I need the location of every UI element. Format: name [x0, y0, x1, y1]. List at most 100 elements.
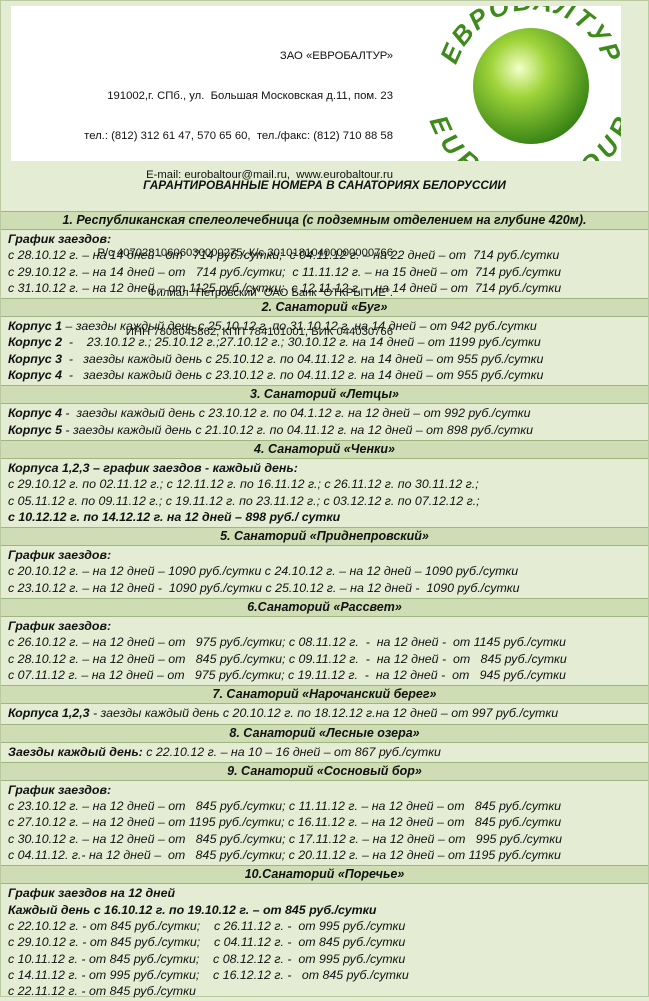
bank-line: ИНН 7808045862, КПП 784101001, БИК 04403… [125, 326, 393, 339]
schedule-line: с 28.10.12 г. – на 12 дней – от 845 руб.… [8, 651, 648, 667]
line-text: - 23.10.12 г.; 25.10.12 г.;27.10.12 г.; … [61, 335, 541, 350]
line-text: с 20.10.12 г. – на 12 дней – 1090 руб./с… [8, 564, 519, 579]
section: 7. Санаторий «Нарочанский берег» Корпуса … [1, 685, 648, 723]
line-text: - заезды каждый день с 25.10.12 г. по 04… [61, 351, 544, 366]
email-line: E-mail: eurobaltour@mail.ru, www.eurobal… [146, 169, 393, 182]
line-text: с 29.10.12 г. – на 14 дней – от 714 руб.… [8, 264, 562, 279]
section-heading: 1. Республиканская спелеолечебница (с по… [1, 211, 648, 230]
schedule-line: с 27.10.12 г. – на 12 дней – от 1195 руб… [8, 814, 648, 830]
schedule-line: с 04.11.12. г.- на 12 дней – от 845 руб.… [8, 847, 648, 863]
schedule-line: График заездов на 12 дней [8, 885, 648, 901]
line-text: с 22.11.12 г. - от 845 руб./сутки [8, 984, 196, 999]
schedule-line: Корпуса 1,2,3 - заезды каждый день с 20.… [8, 705, 648, 721]
line-text: - заезды каждый день с 21.10.12 г. по 04… [61, 422, 534, 437]
line-text: - заезды каждый день с 20.10.12 г. по 18… [89, 706, 559, 721]
line-text: – заезды каждый день с 25.10.12 г. по 31… [61, 319, 537, 334]
schedule-line: Корпус 3 - заезды каждый день с 25.10.12… [8, 351, 648, 367]
bold-label: Корпус 5 [8, 422, 62, 437]
schedule-line: с 14.11.12 г. - от 995 руб./сутки; с 16.… [8, 967, 648, 983]
schedule-line: График заездов: [8, 231, 648, 247]
section-heading: 7. Санаторий «Нарочанский берег» [1, 685, 648, 705]
line-text: с 31.10.12 г. – на 12 дней – от 1125 руб… [8, 280, 562, 295]
schedule-line: с 30.10.12 г. – на 12 дней – от 845 руб.… [8, 831, 648, 847]
schedule-line: График заездов: [8, 618, 648, 634]
section-heading: 3. Санаторий «Летцы» [1, 385, 648, 405]
section-body: График заездов: с 20.10.12 г. – на 12 дне… [1, 546, 648, 598]
section: 1. Республиканская спелеолечебница (с по… [1, 211, 648, 298]
schedule-line: Корпус 5 - заезды каждый день с 21.10.12… [8, 422, 648, 438]
schedule-line: с 20.10.12 г. – на 12 дней – 1090 руб./с… [8, 563, 648, 579]
schedule-line: с 22.10.12 г. - от 845 руб./сутки; с 26.… [8, 918, 648, 934]
section-body: Корпуса 1,2,3 – график заездов - каждый … [1, 459, 648, 527]
line-text: - заезды каждый день с 23.10.12 г. по 04… [61, 368, 544, 383]
line-text: с 07.11.12 г. – на 12 дней – от 975 руб.… [8, 667, 566, 682]
line-text: с 04.11.12. г.- на 12 дней – от 845 руб.… [8, 848, 561, 863]
bold-label: Заезды каждый день: [8, 744, 143, 759]
schedule-line: Корпус 2 - 23.10.12 г.; 25.10.12 г.;27.1… [8, 334, 648, 350]
line-text: с 23.10.12 г. – на 12 дней – от 845 руб.… [8, 799, 562, 814]
bold-label: График заездов: [8, 232, 112, 246]
schedule-line: Корпус 4 - заезды каждый день с 23.10.12… [8, 367, 648, 383]
section-body: Корпус 4 - заезды каждый день с 23.10.12… [1, 404, 648, 440]
bold-label: Корпуса 1,2,3 [8, 706, 90, 721]
schedule-line: с 29.10.12 г. по 02.11.12 г.; с 12.11.12… [8, 476, 648, 492]
line-text: с 26.10.12 г. – на 12 дней – от 975 руб.… [8, 635, 566, 650]
schedule-line: с 23.10.12 г. – на 12 дней – от 845 руб.… [8, 798, 648, 814]
schedule-line: Каждый день с 16.10.12 г. по 19.10.12 г.… [8, 902, 648, 918]
section: 6.Санаторий «Рассвет» График заездов: с 26… [1, 598, 648, 685]
line-text: с 27.10.12 г. – на 12 дней – от 1195 руб… [8, 815, 562, 830]
schedule-line: График заездов: [8, 782, 648, 798]
section: 9. Санаторий «Сосновый бор» График заездо… [1, 761, 648, 865]
section: 10.Санаторий «Поречье» График заездов на … [1, 865, 648, 1001]
bold-label: Корпус 4 [8, 368, 62, 383]
section-body: График заездов на 12 дней Каждый день с 1… [1, 884, 648, 1001]
schedule-line: Корпуса 1,2,3 – график заездов - каждый … [8, 460, 648, 476]
bold-label: с 10.12.12 г. по 14.12.12 г. на 12 дней … [8, 509, 341, 524]
section-body: График заездов: с 26.10.12 г. – на 12 дне… [1, 617, 648, 685]
section: 4. Санаторий «Ченки» Корпуса 1,2,3 – граф… [1, 439, 648, 527]
section-body: График заездов: с 28.10.12 г. – на 14 дне… [1, 230, 648, 298]
bold-label: Корпус 1 [8, 319, 62, 334]
line-text: с 05.11.12 г. по 09.11.12 г.; с 19.11.12… [8, 493, 480, 508]
bank-line: Р/с 40702810606030000275, К/с 3010181040… [97, 247, 393, 260]
section-heading: 6.Санаторий «Рассвет» [1, 598, 648, 618]
schedule-line: с 28.10.12 г. – на 14 дней - от 714 руб.… [8, 247, 648, 263]
schedule-line: с 31.10.12 г. – на 12 дней – от 1125 руб… [8, 280, 648, 296]
bold-label: График заездов: [8, 548, 112, 563]
schedule-line: с 10.12.12 г. по 14.12.12 г. на 12 дней … [8, 509, 648, 525]
letterhead: ЗАО «ЕВРОБАЛТУР» 191002,г. СПб., ул. Бол… [11, 6, 621, 338]
line-text: с 22.10.12 г. - от 845 руб./сутки; с 26.… [8, 918, 406, 933]
line-text: с 29.10.12 г. по 02.11.12 г.; с 12.11.12… [8, 477, 479, 492]
line-text: с 30.10.12 г. – на 12 дней – от 845 руб.… [8, 831, 562, 846]
line-text: с 29.10.12 г. - от 845 руб./сутки; с 04.… [8, 935, 406, 950]
line-text: с 28.10.12 г. – на 12 дней – от 845 руб.… [8, 651, 567, 666]
address-line: 191002,г. СПб., ул. Большая Московская д… [107, 90, 393, 103]
section: 3. Санаторий «Летцы» Корпус 4 - заезды ка… [1, 385, 648, 440]
page-title: ГАРАНТИРОВАННЫЕ НОМЕРА В САНАТОРИЯХ БЕЛО… [143, 178, 506, 192]
logo: ЕВРОБАЛТУР EUROBALTOUR [424, 6, 621, 161]
line-text: с 10.11.12 г. - от 845 руб./сутки; с 08.… [8, 951, 406, 966]
bank-line: Филиал "Петровский" ОАО Банк "ОТКРЫТИЕ". [147, 286, 393, 299]
line-text: с 22.10.12 г. – на 10 – 16 дней – от 867… [142, 744, 441, 759]
schedule-line: с 29.10.12 г. – на 14 дней – от 714 руб.… [8, 264, 648, 280]
bold-label: Каждый день с 16.10.12 г. по 19.10.12 г.… [8, 902, 377, 917]
section-heading: 4. Санаторий «Ченки» [1, 439, 648, 459]
section: 8. Санаторий «Лесные озера» Заезды каждый… [1, 723, 648, 762]
schedule-line: с 10.11.12 г. - от 845 руб./сутки; с 08.… [8, 951, 648, 967]
section-heading: 5. Санаторий «Приднепровский» [1, 527, 648, 547]
bold-label: График заездов на 12 дней [8, 886, 176, 901]
schedule-line: с 29.10.12 г. - от 845 руб./сутки; с 04.… [8, 934, 648, 950]
section-heading: 9. Санаторий «Сосновый бор» [1, 761, 648, 781]
section-heading: 8. Санаторий «Лесные озера» [1, 723, 648, 743]
section-heading: 10.Санаторий «Поречье» [1, 865, 648, 885]
line-text: - заезды каждый день с 23.10.12 г. по 04… [61, 406, 531, 421]
line-text: с 28.10.12 г. – на 14 дней - от 714 руб.… [8, 248, 560, 263]
company-name: ЗАО «ЕВРОБАЛТУР» [279, 50, 393, 63]
logo-globe [473, 28, 589, 144]
bold-label: Корпус 2 [8, 335, 62, 350]
schedule-line: с 22.11.12 г. - от 845 руб./сутки [8, 983, 648, 999]
sanatorium-list: 1. Республиканская спелеолечебница (с по… [1, 211, 648, 1001]
phone-line: тел.: (812) 312 61 47, 570 65 60, тел./ф… [84, 129, 393, 142]
schedule-line: с 23.10.12 г. – на 12 дней - 1090 руб./с… [8, 580, 648, 596]
